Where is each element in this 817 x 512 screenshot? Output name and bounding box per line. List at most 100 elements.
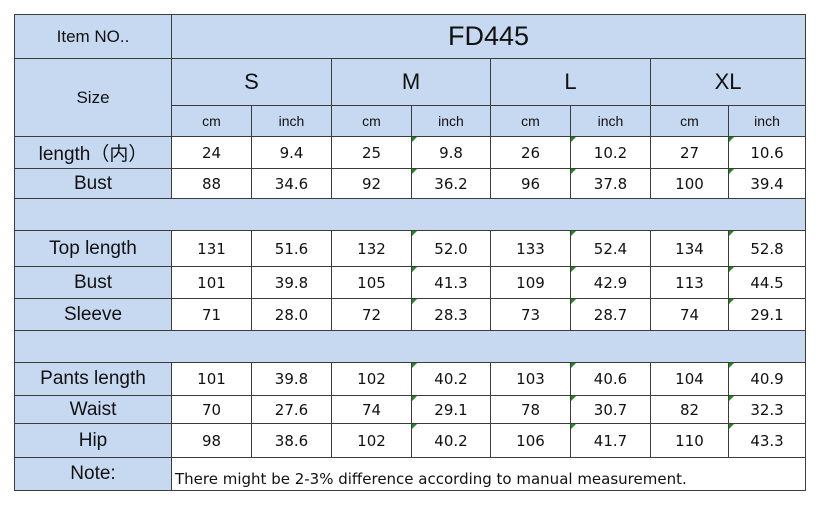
- inch-value-cell: 30.7: [570, 395, 651, 424]
- unit-cm: cm: [171, 105, 252, 137]
- measurement-label: Bust: [14, 168, 172, 199]
- cm-value-cell: 25: [331, 136, 412, 169]
- inch-value-cell: 40.2: [411, 423, 491, 458]
- cm-value-cell: 74: [331, 395, 412, 424]
- cm-value-cell: 109: [490, 266, 571, 299]
- unit-inch: inch: [251, 105, 332, 137]
- inch-value-cell: 37.8: [570, 168, 651, 199]
- cm-value-cell: 24: [171, 136, 252, 169]
- size-xl-header: XL: [649, 58, 807, 106]
- cm-value-cell: 131: [171, 230, 252, 267]
- size-s-header: S: [171, 58, 332, 106]
- inch-value-cell: 34.6: [251, 168, 332, 199]
- cm-value-cell: 96: [490, 168, 571, 199]
- inch-value-cell: 39.8: [251, 362, 332, 396]
- cm-value-cell: 106: [490, 423, 571, 458]
- item-number-value: FD445: [170, 14, 807, 59]
- section-spacer: [13, 198, 807, 231]
- inch-value-cell: 9.8: [411, 136, 491, 169]
- cm-value-cell: 134: [650, 230, 729, 267]
- item-number-label: Item NO..: [14, 14, 172, 59]
- cm-value-cell: 132: [331, 230, 412, 267]
- measurement-label: Pants length: [14, 362, 172, 396]
- size-label: Size: [14, 58, 172, 137]
- cm-value-cell: 101: [171, 362, 252, 396]
- cm-value-cell: 102: [331, 362, 412, 396]
- inch-value-cell: 39.8: [251, 266, 332, 299]
- note-label: Note:: [14, 457, 172, 491]
- inch-value-cell: 28.7: [570, 298, 651, 331]
- cm-value-cell: 74: [650, 298, 729, 331]
- inch-value-cell: 36.2: [411, 168, 491, 199]
- measurement-row: Bust 88 34.6 92 36.2 96 37.8 100 39.4: [14, 168, 807, 199]
- measurement-row: Top length 131 51.6 132 52.0 133 52.4 134 52.8: [14, 230, 807, 267]
- cm-value-cell: 82: [650, 395, 729, 424]
- cm-value-cell: 27: [650, 136, 729, 169]
- inch-value-cell: 40.2: [411, 362, 491, 396]
- measurement-row: Hip 98 38.6 102 40.2 106 41.7 110 43.3: [14, 423, 807, 458]
- unit-cm: cm: [490, 105, 571, 137]
- measurement-label: Bust: [14, 266, 172, 299]
- inch-value-cell: 43.3: [727, 423, 807, 458]
- cm-value-cell: 71: [171, 298, 252, 331]
- inch-value-cell: 10.6: [727, 136, 807, 169]
- measurement-label: Hip: [14, 423, 172, 458]
- unit-inch: inch: [727, 105, 807, 137]
- cm-value-cell: 88: [171, 168, 252, 199]
- measurement-row: Waist 70 27.6 74 29.1 78 30.7 82 32.3: [14, 395, 807, 424]
- section-spacer-row: [13, 330, 807, 363]
- measurement-row: Pants length 101 39.8 102 40.2 103 40.6 104 40.9: [14, 362, 807, 396]
- inch-value-cell: 9.4: [251, 136, 332, 169]
- cm-value-cell: 105: [331, 266, 412, 299]
- cm-value-cell: 70: [171, 395, 252, 424]
- measurement-label: Top length: [14, 230, 172, 267]
- inch-value-cell: 29.1: [411, 395, 491, 424]
- inch-value-cell: 28.0: [251, 298, 332, 331]
- inch-value-cell: 44.5: [727, 266, 807, 299]
- measurement-label: Sleeve: [14, 298, 172, 331]
- size-m-header: M: [331, 58, 491, 106]
- cm-value-cell: 26: [490, 136, 571, 169]
- cm-value-cell: 100: [650, 168, 729, 199]
- cm-value-cell: 104: [650, 362, 729, 396]
- measurement-row: length（内） 24 9.4 25 9.8 26 10.2 27 10.6: [14, 136, 807, 169]
- inch-value-cell: 29.1: [727, 298, 807, 331]
- measurement-label: Waist: [14, 395, 172, 424]
- measurement-row: Sleeve 71 28.0 72 28.3 73 28.7 74 29.1: [14, 298, 807, 331]
- cm-value-cell: 110: [650, 423, 729, 458]
- inch-value-cell: 52.0: [411, 230, 491, 267]
- inch-value-cell: 52.8: [727, 230, 807, 267]
- measurement-label: length（内）: [14, 136, 172, 169]
- inch-value-cell: 39.4: [727, 168, 807, 199]
- measurement-row: Bust 101 39.8 105 41.3 109 42.9 113 44.5: [14, 266, 807, 299]
- unit-row: cm inch cm inch cm inch cm inch: [15, 105, 807, 137]
- cm-value-cell: 133: [490, 230, 571, 267]
- inch-value-cell: 42.9: [570, 266, 651, 299]
- inch-value-cell: 52.4: [570, 230, 651, 267]
- section-spacer: [13, 330, 807, 363]
- inch-value-cell: 41.3: [411, 266, 491, 299]
- cm-value-cell: 78: [490, 395, 571, 424]
- size-chart-table: Item NO.. FD445 Size S M L XL cm inch cm…: [13, 14, 807, 491]
- inch-value-cell: 27.6: [251, 395, 332, 424]
- item-row: Item NO.. FD445: [14, 14, 807, 59]
- cm-value-cell: 73: [490, 298, 571, 331]
- cm-value-cell: 101: [171, 266, 252, 299]
- inch-value-cell: 10.2: [570, 136, 651, 169]
- cm-value-cell: 92: [331, 168, 412, 199]
- inch-value-cell: 41.7: [570, 423, 651, 458]
- cm-value-cell: 113: [650, 266, 729, 299]
- cm-value-cell: 72: [331, 298, 412, 331]
- unit-inch: inch: [411, 105, 491, 137]
- unit-cm: cm: [331, 105, 412, 137]
- inch-value-cell: 38.6: [251, 423, 332, 458]
- inch-value-cell: 40.6: [570, 362, 651, 396]
- unit-inch: inch: [570, 105, 651, 137]
- size-l-header: L: [490, 58, 651, 106]
- size-row: Size S M L XL: [14, 58, 807, 137]
- section-spacer-row: [13, 198, 807, 231]
- inch-value-cell: 40.9: [727, 362, 807, 396]
- inch-value-cell: 28.3: [411, 298, 491, 331]
- cm-value-cell: 103: [490, 362, 571, 396]
- cm-value-cell: 102: [331, 423, 412, 458]
